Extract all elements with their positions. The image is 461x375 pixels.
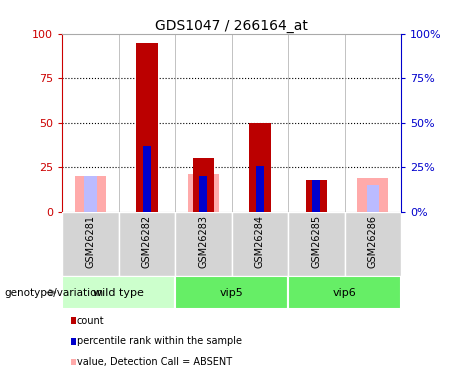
Bar <box>249 123 271 212</box>
Bar <box>188 174 219 212</box>
Text: count: count <box>77 316 105 326</box>
Bar <box>62 276 175 309</box>
Text: GSM26281: GSM26281 <box>85 215 95 268</box>
Text: GSM26282: GSM26282 <box>142 215 152 268</box>
Text: wild type: wild type <box>93 288 144 297</box>
Bar <box>84 176 97 212</box>
Bar <box>256 166 264 212</box>
Bar <box>175 212 231 276</box>
Bar <box>118 212 175 276</box>
Bar <box>313 180 320 212</box>
Bar <box>344 212 401 276</box>
Bar <box>357 178 388 212</box>
Title: GDS1047 / 266164_at: GDS1047 / 266164_at <box>155 19 308 33</box>
Bar <box>197 176 210 212</box>
Bar <box>175 276 288 309</box>
Bar <box>75 176 106 212</box>
Bar <box>143 146 151 212</box>
Text: genotype/variation: genotype/variation <box>5 288 104 297</box>
Text: vip5: vip5 <box>220 288 243 297</box>
Text: vip6: vip6 <box>333 288 356 297</box>
Bar <box>366 185 379 212</box>
Bar <box>306 180 327 212</box>
Bar <box>200 176 207 212</box>
Text: GSM26283: GSM26283 <box>198 215 208 268</box>
Text: percentile rank within the sample: percentile rank within the sample <box>77 336 242 346</box>
Bar <box>193 158 214 212</box>
Bar <box>288 276 401 309</box>
Text: GSM26286: GSM26286 <box>368 215 378 268</box>
Bar <box>288 212 344 276</box>
Text: GSM26285: GSM26285 <box>311 215 321 268</box>
Text: value, Detection Call = ABSENT: value, Detection Call = ABSENT <box>77 357 232 367</box>
Bar <box>62 212 118 276</box>
Bar <box>231 212 288 276</box>
Text: GSM26284: GSM26284 <box>255 215 265 268</box>
Bar <box>136 43 158 212</box>
